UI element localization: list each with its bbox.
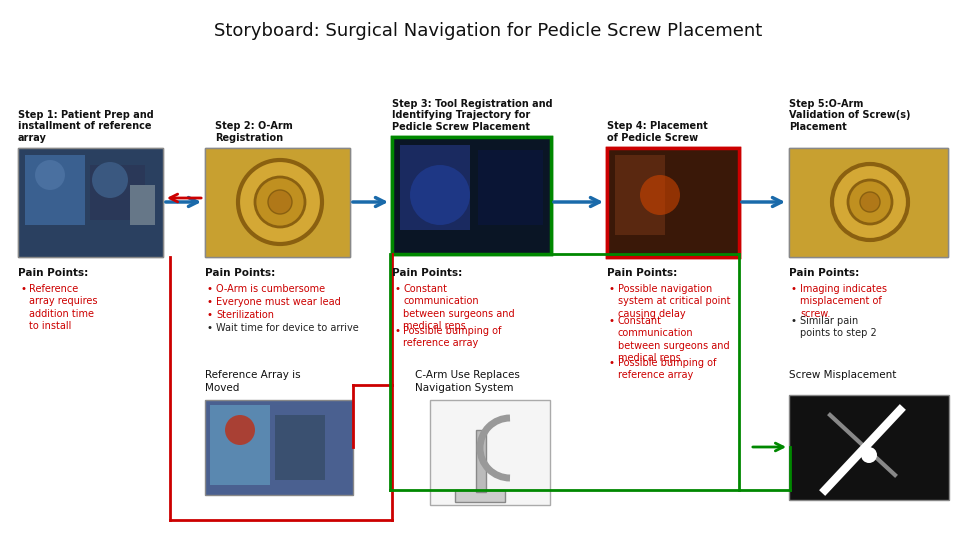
Circle shape [268,190,292,214]
Text: Possible bumping of
reference array: Possible bumping of reference array [403,325,502,348]
Circle shape [255,177,305,227]
Bar [607,148,739,257]
Circle shape [848,180,892,224]
Circle shape [92,162,128,198]
Text: Wait time for device to arrive: Wait time for device to arrive [216,323,359,333]
Text: •: • [207,323,213,333]
Text: •: • [609,358,615,367]
Circle shape [225,415,255,445]
Text: Possible bumping of
reference array: Possible bumping of reference array [618,358,716,380]
Bar [275,415,325,480]
Bar [18,148,163,257]
Bar [205,148,350,257]
Text: •: • [791,284,797,294]
Text: •: • [394,325,400,336]
Circle shape [861,447,877,463]
Bar [210,405,270,485]
Text: Storyboard: Surgical Navigation for Pedicle Screw Placement: Storyboard: Surgical Navigation for Pedi… [214,22,762,40]
Text: C-Arm Use Replaces
Navigation System: C-Arm Use Replaces Navigation System [415,370,520,393]
Text: Pain Points:: Pain Points: [18,268,88,278]
Text: Screw Misplacement: Screw Misplacement [789,370,896,380]
Bar [615,155,665,235]
Bar [205,148,350,257]
Text: •: • [207,310,213,320]
Text: Constant
communication
between surgeons and
medical reps: Constant communication between surgeons … [403,284,514,331]
Circle shape [238,160,322,244]
Bar [455,490,505,502]
Text: Step 2: O-Arm
Registration: Step 2: O-Arm Registration [215,122,293,143]
Text: •: • [207,297,213,307]
Bar [476,430,486,492]
Circle shape [640,175,680,215]
Bar [789,148,948,257]
Text: Step 1: Patient Prep and
installment of reference
array: Step 1: Patient Prep and installment of … [18,110,154,143]
Bar [400,145,470,230]
Text: •: • [609,284,615,294]
Bar [430,400,550,505]
Circle shape [832,164,908,240]
Text: •: • [207,284,213,294]
Bar [789,395,949,500]
Text: Pain Points:: Pain Points: [789,268,859,278]
Text: Everyone must wear lead: Everyone must wear lead [216,297,341,307]
Text: Pain Points:: Pain Points: [607,268,677,278]
Circle shape [35,160,65,190]
Circle shape [410,165,470,225]
Text: Constant
communication
between surgeons and
medical reps: Constant communication between surgeons … [618,316,730,363]
Bar [18,148,163,257]
Circle shape [860,192,880,212]
Text: •: • [20,284,26,294]
Text: Pain Points:: Pain Points: [205,268,275,278]
Bar [478,150,543,225]
Bar [607,148,739,257]
Text: •: • [791,316,797,326]
Text: Possible navigation
system at critical point
causing delay: Possible navigation system at critical p… [618,284,730,319]
Text: Imaging indicates
misplacement of
screw.: Imaging indicates misplacement of screw. [800,284,887,319]
Bar [392,137,551,254]
Bar [205,400,353,495]
Bar [130,185,155,225]
Text: Step 3: Tool Registration and
Identifying Trajectory for
Pedicle Screw Placement: Step 3: Tool Registration and Identifyin… [392,99,552,132]
Text: Similar pain
points to step 2: Similar pain points to step 2 [800,316,876,338]
Text: •: • [609,316,615,326]
Bar [789,148,948,257]
Text: Sterilization: Sterilization [216,310,274,320]
Text: Reference
array requires
addition time
to install: Reference array requires addition time t… [29,284,98,331]
Text: Step 4: Placement
of Pedicle Screw: Step 4: Placement of Pedicle Screw [607,122,708,143]
Text: Reference Array is
Moved: Reference Array is Moved [205,370,301,393]
Bar [392,137,551,254]
Bar [25,155,85,225]
Text: Pain Points:: Pain Points: [392,268,463,278]
Text: •: • [394,284,400,294]
Text: Step 5:O-Arm
Validation of Screw(s)
Placement: Step 5:O-Arm Validation of Screw(s) Plac… [789,99,911,132]
Bar [90,165,145,220]
Text: O-Arm is cumbersome: O-Arm is cumbersome [216,284,325,294]
